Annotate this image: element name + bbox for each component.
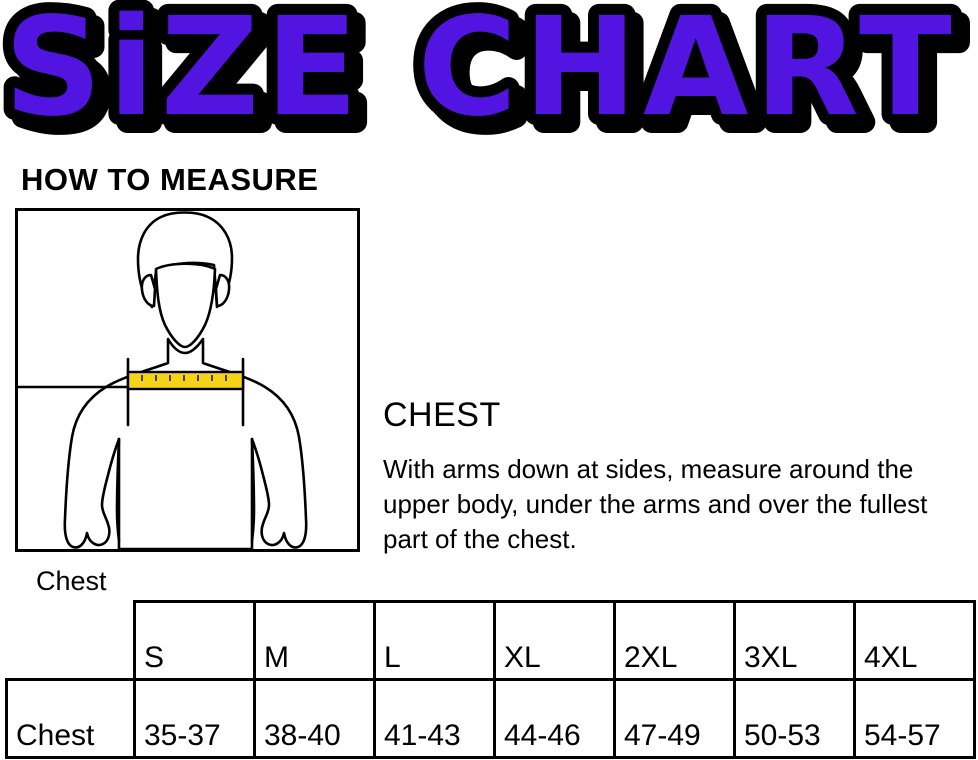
table-header-cell-3xl: 3XL <box>733 600 856 681</box>
left-arm-inner-line <box>115 437 121 543</box>
tape-band <box>126 370 245 391</box>
chest-callout-label: Chest <box>36 566 107 596</box>
table-cell-chest-4xl: 54-57 <box>853 678 976 759</box>
table-cell-chest-l: 41-43 <box>373 678 496 759</box>
how-to-measure-heading: HOW TO MEASURE <box>21 162 319 197</box>
page-title-banner: .ttl { font-family: "DejaVu Sans", sans-… <box>0 0 978 150</box>
table-corner-cell <box>7 602 135 680</box>
table-header-cell-2xl: 2XL <box>613 600 736 681</box>
face-shape <box>154 262 217 349</box>
right-ear-shape <box>214 273 231 308</box>
table-header-cell-l: L <box>373 600 496 681</box>
table-cell-chest-s: 35-37 <box>133 678 256 759</box>
table-header-row: S M L XL 2XL 3XL 4XL <box>7 600 976 681</box>
table-cell-chest-2xl: 47-49 <box>613 678 736 759</box>
table-cell-chest-xl: 44-46 <box>493 678 616 759</box>
table-cell-chest-m: 38-40 <box>253 678 376 759</box>
title-outline-layer: SiZE CHART <box>4 0 958 147</box>
right-arm-inner-line <box>250 437 256 543</box>
left-ear-shape <box>140 273 157 308</box>
table-row-label-chest: Chest <box>5 678 136 759</box>
table-row: Chest 35-37 38-40 41-43 44-46 47-49 50-5… <box>5 678 976 759</box>
size-chart-title-graphic: .ttl { font-family: "DejaVu Sans", sans-… <box>0 0 971 150</box>
table-cell-chest-3xl: 50-53 <box>733 678 856 759</box>
title-shadow-layer: SiZE CHART <box>12 0 966 150</box>
size-chart-table: S M L XL 2XL 3XL 4XL Chest 35-37 38-40 4… <box>5 600 976 759</box>
measurement-diagram-box: Chest <box>15 208 360 596</box>
measuring-tape-icon <box>126 370 245 391</box>
hair-shape <box>136 211 234 309</box>
table-header-cell-4xl: 4XL <box>853 600 976 681</box>
instructions-body: With arms down at sides, measure around … <box>383 454 928 554</box>
table-header-cell-s: S <box>133 600 256 681</box>
body-silhouette <box>63 337 308 549</box>
instructions-heading: CHEST <box>383 396 501 434</box>
table-header-cell-m: M <box>253 600 376 681</box>
title-fill-layer: SiZE CHART <box>4 0 958 147</box>
male-torso-figure-icon <box>18 211 308 549</box>
tape-tick-marks <box>141 375 227 381</box>
table-header-cell-xl: XL <box>493 600 616 681</box>
